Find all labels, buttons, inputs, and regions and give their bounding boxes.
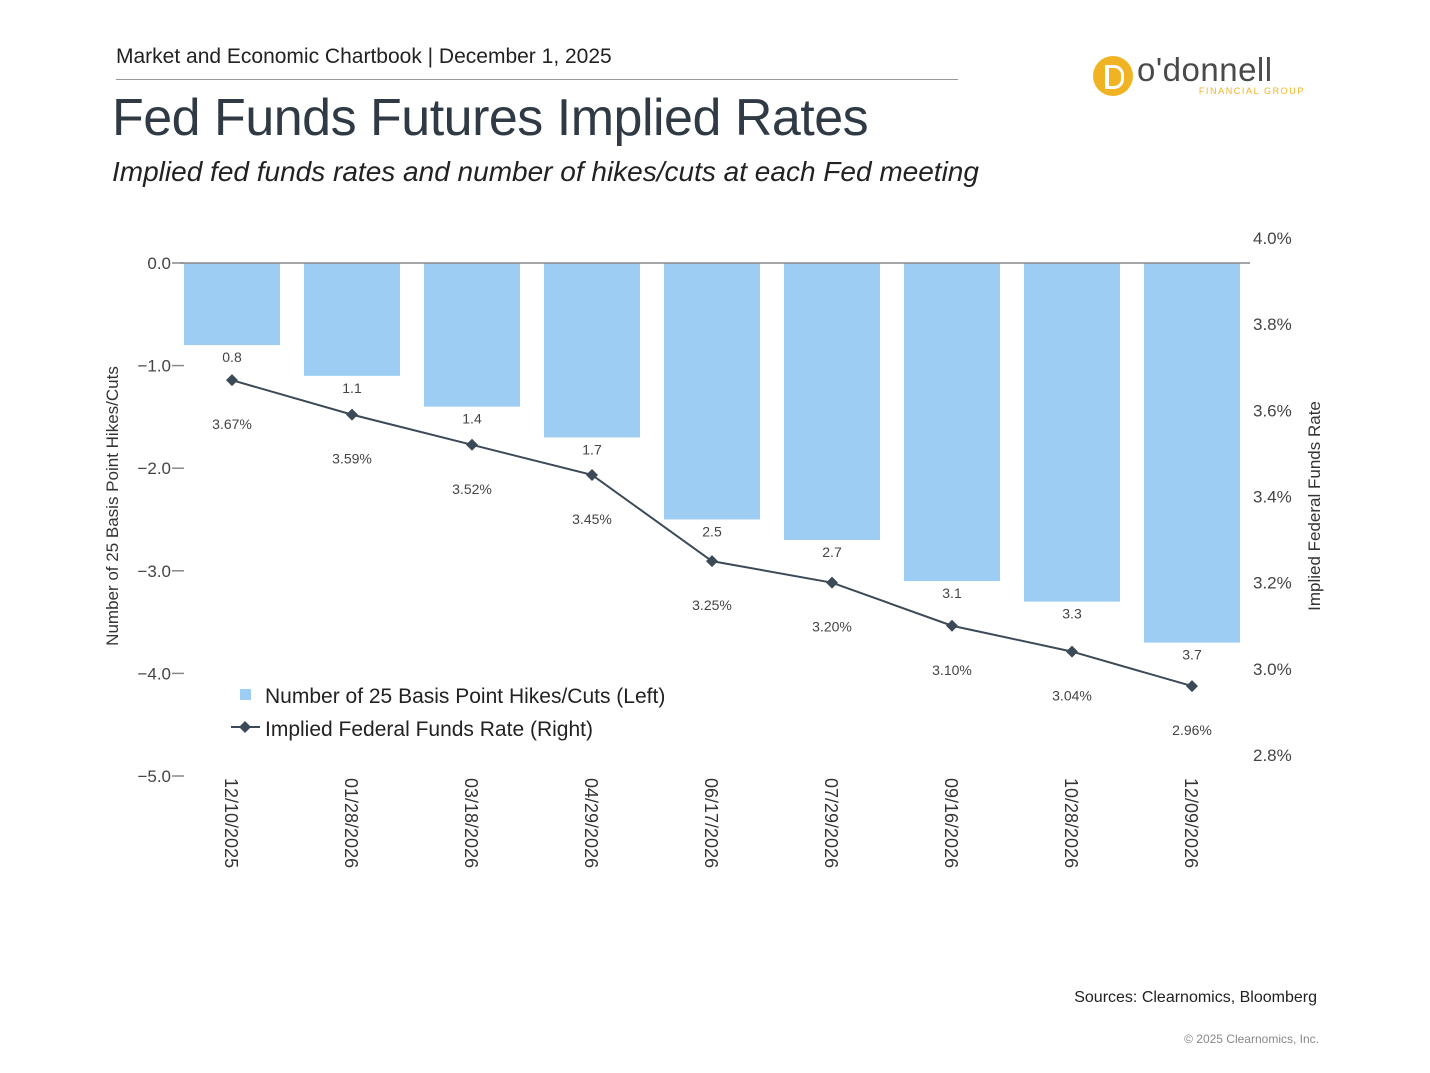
right-tick-label: 4.0% — [1253, 229, 1292, 248]
bar-value-label-9: 3.7 — [1182, 647, 1202, 663]
rate-marker-3 — [466, 438, 478, 451]
legend: Number of 25 Basis Point Hikes/Cuts (Lef… — [231, 685, 665, 741]
copyright-note: © 2025 Clearnomics, Inc. — [1184, 1032, 1319, 1046]
header-divider — [116, 79, 958, 80]
bar-6 — [784, 263, 880, 541]
rate-marker-1 — [226, 374, 238, 387]
right-axis-title: Implied Federal Funds Rate — [1305, 401, 1324, 611]
left-tick-label: −5.0 — [137, 767, 171, 786]
bar-9 — [1144, 263, 1240, 643]
logo-tagline: FINANCIAL GROUP — [1198, 86, 1305, 96]
category-label-9: 12/09/2026 — [1181, 778, 1201, 868]
bar-value-label-8: 3.3 — [1062, 606, 1082, 622]
category-label-6: 07/29/2026 — [821, 778, 841, 868]
legend-bar-label: Number of 25 Basis Point Hikes/Cuts (Lef… — [265, 685, 665, 708]
rate-value-label-3: 3.52% — [452, 481, 492, 497]
bar-value-label-2: 1.1 — [342, 380, 362, 396]
bar-value-label-4: 1.7 — [582, 441, 602, 457]
legend-bar-swatch — [240, 689, 251, 700]
right-tick-label: 2.8% — [1253, 746, 1292, 765]
rate-marker-7 — [946, 619, 958, 632]
rate-value-label-8: 3.04% — [1052, 688, 1092, 704]
rate-marker-9 — [1186, 680, 1198, 693]
chart-subtitle: Implied fed funds rates and number of hi… — [112, 156, 979, 187]
right-tick-label: 3.2% — [1253, 574, 1292, 593]
category-label-3: 03/18/2026 — [461, 778, 481, 868]
bar-value-label-7: 3.1 — [942, 585, 962, 601]
rate-value-label-5: 3.25% — [692, 597, 732, 613]
right-tick-label: 3.6% — [1253, 401, 1292, 420]
right-axis: 4.0% 3.8% 3.6% 3.4% 3.2% 3.0% 2.8% — [1253, 229, 1292, 765]
rate-value-label-2: 3.59% — [332, 451, 372, 467]
legend-line-label: Implied Federal Funds Rate (Right) — [265, 718, 593, 741]
left-tick-label: 0.0 — [147, 254, 171, 273]
rate-line-layer — [226, 374, 1198, 693]
left-tick-label: −3.0 — [137, 562, 171, 581]
o-donnell-d-logo-icon — [1093, 56, 1133, 96]
left-axis-title: Number of 25 Basis Point Hikes/Cuts — [103, 366, 122, 646]
bar-value-label-5: 2.5 — [702, 524, 722, 540]
chartbook-header: Market and Economic Chartbook | December… — [116, 45, 612, 68]
odonnell-logo: o'donnell FINANCIAL GROUP — [1093, 51, 1305, 102]
bar-4 — [544, 263, 640, 438]
right-tick-label: 3.0% — [1253, 660, 1292, 679]
bar-value-label-1: 0.8 — [222, 349, 242, 365]
bar-labels-layer: 0.8 1.1 1.4 1.7 2.5 2.7 3.1 3.3 3.7 — [222, 349, 1202, 663]
right-tick-label: 3.4% — [1253, 488, 1292, 507]
category-label-4: 04/29/2026 — [581, 778, 601, 868]
rate-marker-6 — [826, 576, 838, 589]
rate-labels-layer: 3.67% 3.59% 3.52% 3.45% 3.25% 3.20% 3.10% 3.04%… — [212, 416, 1212, 738]
legend-diamond-marker — [239, 721, 251, 733]
bar-5 — [664, 263, 760, 520]
bar-7 — [904, 263, 1000, 582]
category-label-1: 12/10/2025 — [221, 778, 241, 868]
rate-value-label-4: 3.45% — [572, 511, 612, 527]
bars-layer — [184, 263, 1240, 643]
bar-value-label-3: 1.4 — [462, 411, 482, 427]
category-label-5: 06/17/2026 — [701, 778, 721, 868]
bar-8 — [1024, 263, 1120, 602]
rate-marker-2 — [346, 408, 358, 421]
category-labels-layer: 12/10/2025 01/28/2026 03/18/2026 04/29/2026… — [221, 778, 1201, 868]
category-label-7: 09/16/2026 — [941, 778, 961, 868]
rate-value-label-6: 3.20% — [812, 619, 852, 635]
right-tick-label: 3.8% — [1253, 315, 1292, 334]
category-label-2: 01/28/2026 — [341, 778, 361, 868]
left-tick-label: −4.0 — [137, 664, 171, 683]
logo-name: o'donnell — [1137, 51, 1273, 88]
left-tick-label: −1.0 — [137, 357, 171, 376]
chart-title: Fed Funds Futures Implied Rates — [112, 89, 869, 147]
rate-marker-8 — [1066, 645, 1078, 658]
rate-value-label-9: 2.96% — [1172, 722, 1212, 738]
category-label-8: 10/28/2026 — [1061, 778, 1081, 868]
left-tick-label: −2.0 — [137, 459, 171, 478]
rate-marker-4 — [586, 468, 598, 481]
bar-3 — [424, 263, 520, 407]
rate-marker-5 — [706, 555, 718, 568]
sources-note: Sources: Clearnomics, Bloomberg — [1074, 989, 1317, 1006]
bar-2 — [304, 263, 400, 376]
bar-value-label-6: 2.7 — [822, 544, 842, 560]
left-axis: 0.0 −1.0 −2.0 −3.0 −4.0 −5.0 — [137, 254, 184, 786]
rate-value-label-7: 3.10% — [932, 662, 972, 678]
rate-value-label-1: 3.67% — [212, 416, 252, 432]
bar-1 — [184, 263, 280, 346]
